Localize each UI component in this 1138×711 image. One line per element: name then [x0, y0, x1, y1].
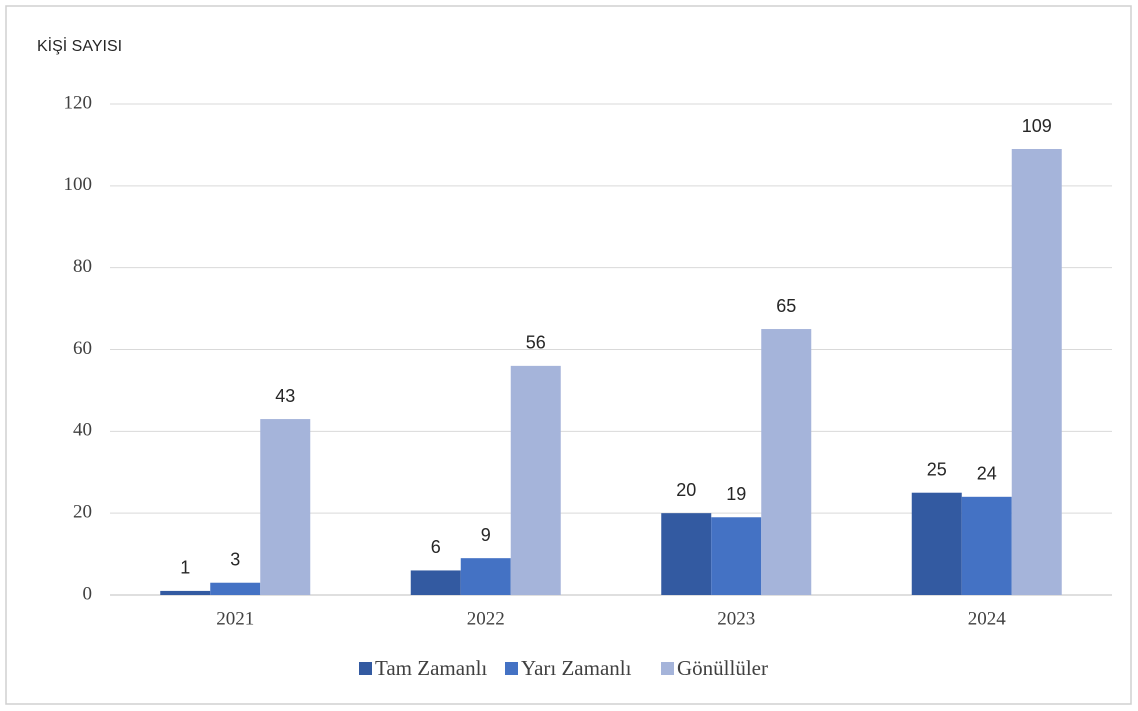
bar: [410, 570, 461, 595]
data-label: 9: [481, 525, 491, 545]
bar: [661, 513, 712, 595]
bar: [160, 590, 211, 595]
data-label: 25: [927, 459, 947, 479]
bar: [460, 558, 511, 595]
x-tick-label: 2022: [467, 608, 505, 629]
y-tick-label: 120: [64, 92, 93, 113]
legend-label: Gönüllüler: [677, 656, 768, 680]
x-tick-label: 2024: [968, 608, 1007, 629]
bar: [711, 517, 762, 595]
bar: [761, 329, 812, 595]
data-label: 65: [776, 296, 796, 316]
y-tick-label: 100: [64, 174, 93, 195]
legend-label: Yarı Zamanlı: [521, 656, 632, 680]
bar: [911, 492, 962, 595]
data-label: 1: [180, 558, 190, 578]
y-tick-label: 40: [73, 420, 92, 441]
data-label: 24: [977, 464, 997, 484]
data-label: 19: [726, 484, 746, 504]
y-tick-label: 60: [73, 338, 92, 359]
y-tick-label: 0: [83, 583, 93, 604]
data-label: 20: [676, 480, 696, 500]
x-tick-label: 2021: [216, 608, 254, 629]
data-label: 109: [1022, 116, 1052, 136]
legend-swatch: [359, 662, 372, 675]
chart-border: [5, 5, 1132, 705]
y-tick-label: 20: [73, 502, 92, 523]
bar: [961, 496, 1012, 595]
y-tick-label: 80: [73, 256, 92, 277]
legend-label: Tam Zamanlı: [375, 656, 487, 680]
bar: [210, 582, 261, 595]
legend-swatch: [661, 662, 674, 675]
bar: [1011, 149, 1062, 595]
data-label: 6: [431, 537, 441, 557]
bar: [510, 365, 561, 595]
bar: [260, 419, 311, 595]
data-label: 43: [275, 386, 295, 406]
legend-swatch: [505, 662, 518, 675]
data-label: 56: [526, 333, 546, 353]
x-tick-label: 2023: [717, 608, 755, 629]
y-axis-label: KİŞİ SAYISI: [37, 36, 122, 55]
data-label: 3: [230, 549, 240, 569]
